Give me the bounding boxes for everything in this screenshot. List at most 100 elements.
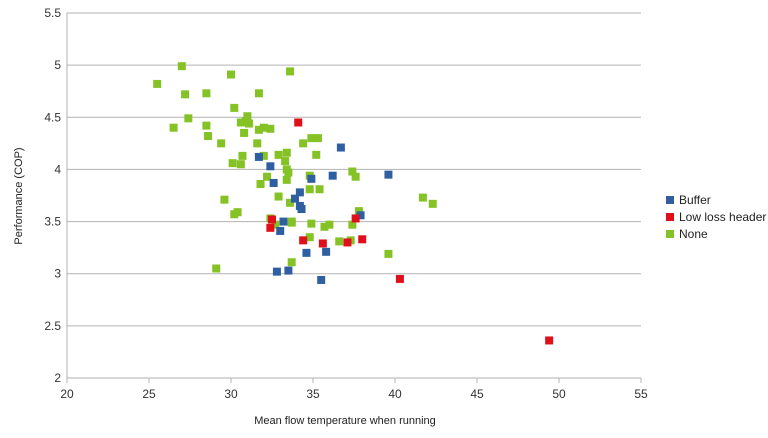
legend-label: Buffer	[679, 193, 711, 207]
point-none	[313, 134, 322, 143]
point-low-loss-header	[343, 238, 352, 247]
x-tick-label: 45	[470, 387, 484, 401]
x-tick-labels: 20 25 30 35 40 45 50 55	[60, 387, 648, 401]
point-buffer	[295, 188, 304, 197]
point-low-loss-header	[318, 239, 327, 248]
x-tick-label: 30	[224, 387, 238, 401]
point-low-loss-header	[294, 118, 303, 127]
x-tick-label: 55	[634, 387, 648, 401]
y-tick-label: 2.5	[44, 319, 61, 333]
legend-label: Low loss header	[679, 210, 766, 224]
data-points	[153, 62, 554, 345]
point-none	[217, 139, 226, 148]
x-axis-title: Mean flow temperature when running	[254, 415, 436, 427]
point-none	[418, 193, 427, 202]
point-none	[254, 125, 263, 134]
point-none	[286, 67, 295, 76]
point-low-loss-header	[268, 215, 276, 224]
legend-label: None	[679, 227, 708, 241]
point-none	[259, 151, 268, 160]
x-tick-label: 40	[388, 387, 402, 401]
point-none	[153, 79, 162, 88]
y-tick-label: 5	[54, 58, 61, 72]
gridlines	[66, 12, 642, 383]
y-tick-label: 3	[54, 267, 61, 281]
y-tick-label: 4.5	[44, 110, 61, 124]
x-tick-label: 25	[142, 387, 156, 401]
point-none	[354, 207, 363, 216]
y-axis-title: Performance (COP)	[13, 147, 25, 244]
point-none	[271, 220, 280, 229]
point-none	[184, 114, 193, 123]
point-none	[181, 90, 190, 99]
point-none	[335, 237, 344, 246]
point-none	[274, 150, 283, 159]
point-buffer	[384, 170, 393, 179]
point-buffer	[317, 275, 326, 284]
point-none	[287, 218, 296, 227]
point-none	[305, 185, 314, 194]
point-buffer	[269, 178, 278, 187]
point-low-loss-header	[545, 336, 554, 345]
point-none	[286, 198, 295, 207]
point-buffer	[297, 205, 306, 214]
point-none	[227, 70, 235, 79]
point-none	[312, 150, 321, 159]
point-buffer	[272, 267, 281, 276]
y-tick-label: 5.5	[44, 6, 61, 20]
point-none	[256, 180, 265, 189]
point-none	[320, 222, 329, 231]
point-buffer	[328, 171, 337, 180]
point-buffer	[254, 152, 263, 161]
point-low-loss-header	[351, 214, 360, 223]
point-none	[230, 103, 239, 112]
y-tick-label: 3.5	[44, 215, 61, 229]
point-none	[177, 62, 186, 71]
point-none	[299, 139, 308, 148]
legend-swatch	[666, 230, 674, 238]
point-low-loss-header	[266, 223, 275, 232]
y-tick-label: 2	[54, 371, 61, 385]
point-none	[281, 157, 290, 166]
point-none	[230, 210, 239, 219]
point-buffer	[336, 143, 345, 152]
y-tick-labels: 2 2.5 3 3.5 4 4.5 5 5.5	[44, 6, 61, 385]
point-none	[428, 199, 437, 208]
y-tick-label: 4	[54, 162, 61, 176]
point-none	[348, 167, 357, 176]
point-none	[305, 233, 314, 242]
point-none	[228, 159, 237, 168]
point-none	[220, 195, 229, 204]
point-none	[263, 172, 272, 181]
point-none	[274, 192, 283, 201]
point-none	[307, 134, 316, 143]
point-low-loss-header	[395, 274, 404, 283]
point-none	[254, 89, 263, 98]
legend-swatch	[666, 213, 674, 221]
point-none	[202, 89, 211, 98]
x-tick-label: 35	[306, 387, 320, 401]
point-low-loss-header	[299, 236, 308, 245]
point-none	[351, 172, 360, 181]
point-none	[204, 132, 213, 141]
point-buffer	[307, 174, 316, 183]
point-buffer	[322, 247, 331, 256]
point-none	[325, 220, 334, 229]
point-none	[384, 249, 393, 258]
point-buffer	[279, 217, 288, 226]
point-none	[284, 168, 293, 177]
point-none	[266, 124, 275, 133]
point-none	[282, 148, 291, 157]
point-buffer	[266, 162, 275, 171]
point-none	[243, 112, 252, 121]
point-none	[240, 128, 249, 137]
point-none	[169, 123, 178, 132]
point-none	[253, 139, 262, 148]
point-none	[348, 220, 357, 229]
point-none	[259, 123, 268, 132]
point-none	[315, 185, 324, 194]
axes	[66, 13, 641, 379]
point-buffer	[356, 211, 365, 220]
point-buffer	[290, 194, 299, 203]
